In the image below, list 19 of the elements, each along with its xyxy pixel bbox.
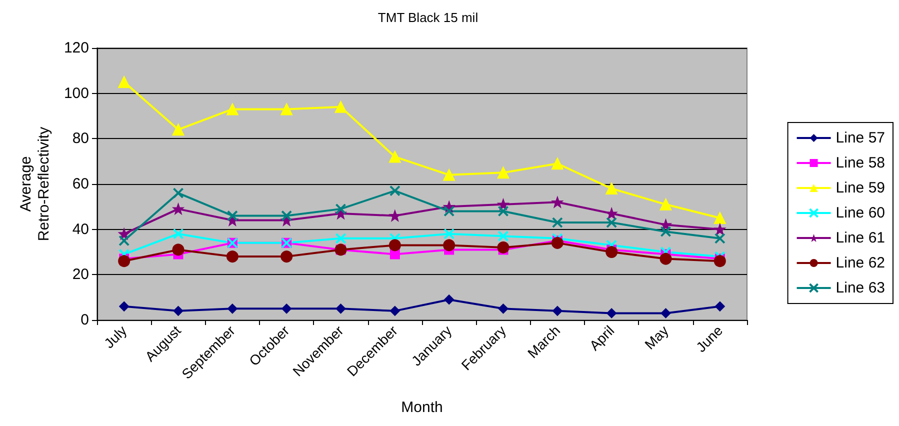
y-tick-label: 100 (64, 84, 89, 102)
legend-label: Line 63 (836, 280, 886, 296)
y-tick-label: 120 (64, 40, 89, 56)
legend-label: Line 60 (836, 204, 886, 222)
y-tick-label: 40 (72, 220, 89, 238)
x-tick-label: May (641, 322, 672, 352)
y-axis-title: Average Retro-Reflectivity (18, 126, 53, 242)
y-tick-label: 0 (80, 312, 89, 328)
x-axis-title: Month (401, 399, 443, 416)
y-tick-label: 80 (72, 130, 89, 148)
x-tick-label: July (100, 322, 130, 352)
y-tick-label: 20 (72, 266, 89, 284)
legend-label: Line 57 (836, 130, 886, 146)
y-tick-label: 60 (72, 176, 89, 192)
legend-label: Line 58 (836, 154, 886, 172)
legend-label: Line 62 (836, 254, 886, 272)
chart-title: TMT Black 15 mil (378, 10, 478, 25)
legend-label: Line 59 (836, 180, 886, 196)
legend-label: Line 61 (836, 230, 886, 246)
